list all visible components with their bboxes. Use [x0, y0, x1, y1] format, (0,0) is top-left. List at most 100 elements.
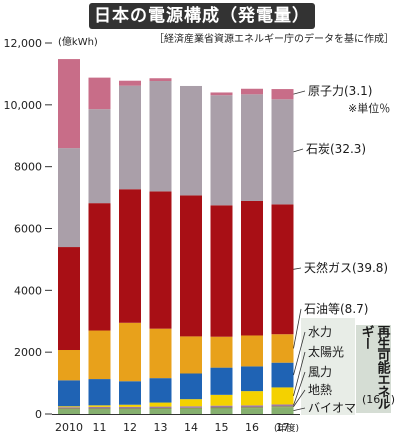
- bar-segment-biomass: [271, 407, 294, 414]
- leader-line-oil: [293, 308, 302, 349]
- leader-line-hydro: [293, 331, 306, 376]
- bar-segment-biomass: [210, 408, 233, 414]
- bar-segment-nuclear: [88, 77, 111, 110]
- series-label-wind: 風力: [308, 365, 332, 379]
- bar-segment-lng: [241, 200, 263, 336]
- bar-stack: [88, 77, 111, 414]
- bar-segment-coal: [119, 85, 141, 190]
- bar-segment-hydro: [88, 379, 111, 406]
- bar-segment-nuclear: [210, 92, 233, 96]
- bar-segment-geothermal: [58, 408, 80, 410]
- y-tick-label: 10,000: [4, 99, 43, 112]
- bar-segment-wind: [180, 406, 202, 408]
- bar-stack: [241, 88, 263, 414]
- leader-line-geothermal: [293, 389, 306, 407]
- bar-segment-wind: [241, 405, 263, 408]
- bar-segment-coal: [210, 95, 233, 206]
- source-note: ［経済産業省資源エネルギー庁のデータを基に作成］: [154, 32, 394, 45]
- series-label-solar: 太陽光: [308, 344, 344, 359]
- bar-segment-wind: [271, 404, 294, 407]
- bar-segment-lng: [271, 204, 294, 335]
- bar-segment-biomass: [149, 409, 172, 414]
- bar-segment-coal: [271, 99, 294, 205]
- bar-segment-wind: [58, 407, 80, 409]
- bar-stack: [58, 59, 80, 414]
- bar-segment-oil: [210, 336, 233, 368]
- bar-segment-wind: [88, 406, 111, 409]
- bar-segment-oil: [119, 322, 141, 382]
- bar-segment-lng: [119, 189, 141, 323]
- bar-segment-nuclear: [119, 80, 141, 86]
- bar-segment-oil: [88, 330, 111, 380]
- bar-segment-hydro: [180, 373, 202, 400]
- unit-note: ※単位％: [348, 101, 390, 115]
- series-label-lng: 天然ガス(39.8): [304, 260, 388, 275]
- bar-segment-nuclear: [271, 89, 294, 100]
- bar-segment-wind: [210, 405, 233, 408]
- x-tick-label: 15: [215, 421, 229, 434]
- renewables-group-label: 再生可能エネルギー: [356, 325, 391, 413]
- bar-segment-lng: [149, 191, 172, 329]
- bar-segment-lng: [58, 247, 80, 351]
- bar-stack: [271, 89, 294, 414]
- renewables-group-share: (16.1): [362, 393, 396, 406]
- bar-segment-solar: [271, 387, 294, 405]
- bar-segment-solar: [58, 406, 80, 408]
- bar-segment-oil: [149, 328, 172, 379]
- x-tick-label: 13: [154, 421, 168, 434]
- series-label-coal: 石炭(32.3): [306, 142, 366, 156]
- bar-segment-lng: [88, 203, 111, 331]
- bar-segment-coal: [88, 109, 111, 204]
- bar-segment-geothermal: [88, 408, 111, 410]
- y-tick-label: 6000: [14, 223, 42, 236]
- bar-segment-coal: [149, 81, 172, 192]
- series-label-nuclear: 原子力(3.1): [308, 84, 372, 98]
- bar-segment-biomass: [58, 409, 80, 414]
- y-tick-label: 8000: [14, 161, 42, 174]
- bar-segment-solar: [119, 404, 141, 407]
- y-axis-unit: (億kWh): [58, 35, 98, 48]
- x-axis-ticks: 2010 11 12 13 14 15 16 17: [55, 421, 290, 434]
- series-label-hydro: 水力: [308, 325, 332, 339]
- leader-line-solar: [293, 351, 306, 397]
- bar-segment-hydro: [58, 380, 80, 407]
- bar-segment-geothermal: [271, 406, 294, 408]
- bar-segment-coal: [241, 94, 263, 201]
- bar-segment-geothermal: [180, 407, 202, 409]
- bar-segment-hydro: [119, 381, 141, 405]
- bar-segment-biomass: [180, 408, 202, 414]
- bar-segment-geothermal: [149, 408, 172, 410]
- y-tick-label: 4000: [14, 284, 42, 297]
- bar-segment-wind: [119, 406, 141, 409]
- leader-line-wind: [293, 371, 306, 406]
- bar-segment-hydro: [210, 367, 233, 395]
- series-label-geothermal: 地熱: [308, 383, 332, 397]
- bar-segment-solar: [149, 402, 172, 407]
- bar-segment-nuclear: [58, 59, 80, 149]
- series-labels: 原子力(3.1) 石炭(32.3) 天然ガス(39.8) 石油等(8.7) 水力太陽光風…: [293, 84, 388, 415]
- bar-segment-geothermal: [210, 407, 233, 409]
- series-label-oil: 石油等(8.7): [304, 302, 368, 316]
- bar-stack: [119, 80, 141, 414]
- bar-segment-nuclear: [149, 78, 172, 82]
- bar-segment-geothermal: [241, 407, 263, 409]
- leader-line-biomass: [293, 407, 306, 411]
- x-tick-label: 16: [245, 421, 259, 434]
- bar-segment-coal: [180, 85, 202, 196]
- y-tick-label: 12,000: [4, 37, 43, 50]
- bar-segment-biomass: [119, 409, 141, 414]
- bar-segment-oil: [180, 336, 202, 374]
- x-tick-label: 17: [276, 421, 290, 434]
- bar-segment-nuclear: [241, 88, 263, 95]
- bar-segment-solar: [88, 405, 111, 407]
- bar-stack: [210, 92, 233, 414]
- x-tick-label: 11: [93, 421, 107, 434]
- bar-segment-oil: [271, 334, 294, 363]
- bar-segment-biomass: [241, 408, 263, 414]
- x-axis-unit: (年度): [274, 422, 299, 434]
- bar-segment-hydro: [149, 378, 172, 403]
- bar-segment-lng: [210, 205, 233, 337]
- bar-segment-geothermal: [119, 408, 141, 410]
